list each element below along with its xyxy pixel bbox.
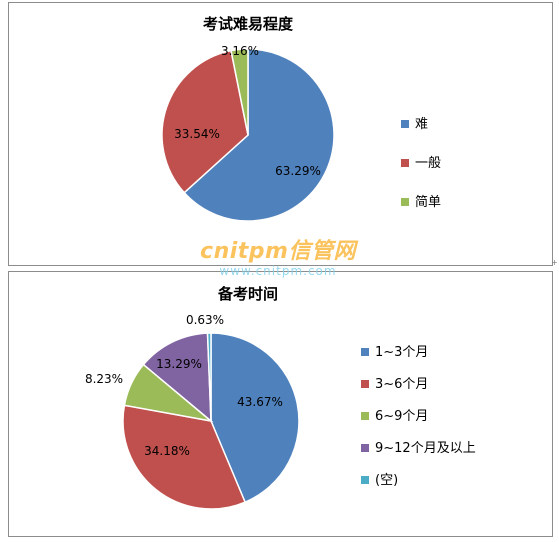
- prep-time-legend-label: 6~9个月: [375, 409, 428, 424]
- prep-time-legend-swatch: [361, 380, 369, 388]
- difficulty-legend-label: 一般: [415, 155, 441, 171]
- difficulty-data-label: 33.54%: [174, 127, 220, 141]
- difficulty-data-label: 3.16%: [221, 44, 259, 58]
- prep-time-legend-label: 3~6个月: [375, 377, 428, 392]
- prep-time-data-label: 34.18%: [144, 444, 190, 458]
- prep-time-legend-label: 9~12个月及以上: [375, 441, 476, 456]
- prep-time-slice-9-12[interactable]: [142, 332, 212, 423]
- difficulty-legend-swatch: [401, 198, 409, 206]
- prep-time-legend-label: 1~3个月: [375, 345, 428, 360]
- chart-prep-time[interactable]: 备考时间 43.67% 34.18% 8.23% 13.29% 0.63% 1~3个月 3~6…: [8, 271, 553, 537]
- prep-time-data-label: 43.67%: [237, 395, 283, 409]
- prep-time-legend-swatch: [361, 476, 369, 484]
- prep-time-data-label: 0.63%: [186, 313, 224, 327]
- difficulty-legend-label: 简单: [415, 194, 441, 210]
- prep-time-data-label: 8.23%: [85, 372, 123, 386]
- prep-time-legend-swatch: [361, 412, 369, 420]
- difficulty-data-label: 63.29%: [275, 164, 321, 178]
- difficulty-legend-label: 难: [415, 117, 428, 132]
- difficulty-slice-item-0[interactable]: [183, 48, 335, 222]
- prep-time-slice-item-4[interactable]: [206, 332, 212, 422]
- chart-prep-time-svg: 备考时间 43.67% 34.18% 8.23% 13.29% 0.63% 1~3个月 3~6…: [85, 285, 476, 510]
- prep-time-legend-swatch: [361, 444, 369, 452]
- prep-time-legend-swatch: [361, 348, 369, 356]
- difficulty-legend-swatch: [401, 159, 409, 167]
- chart-difficulty[interactable]: 考试难易程度 63.29% 33.54% 3.16% 难一般简单: [8, 2, 553, 266]
- prep-time-data-label: 13.29%: [156, 357, 202, 371]
- difficulty-slice-item-1[interactable]: [161, 49, 249, 194]
- prep-time-slice-3-6[interactable]: [122, 404, 247, 510]
- prep-time-legend-label: (空): [375, 473, 398, 488]
- difficulty-slice-item-2[interactable]: [230, 48, 249, 136]
- difficulty-legend-swatch: [401, 120, 409, 128]
- plus-icon[interactable]: +: [551, 258, 558, 267]
- difficulty-title: 考试难易程度: [203, 15, 294, 33]
- prep-time-title: 备考时间: [217, 285, 278, 303]
- prep-time-slice-1-3[interactable]: [210, 332, 300, 504]
